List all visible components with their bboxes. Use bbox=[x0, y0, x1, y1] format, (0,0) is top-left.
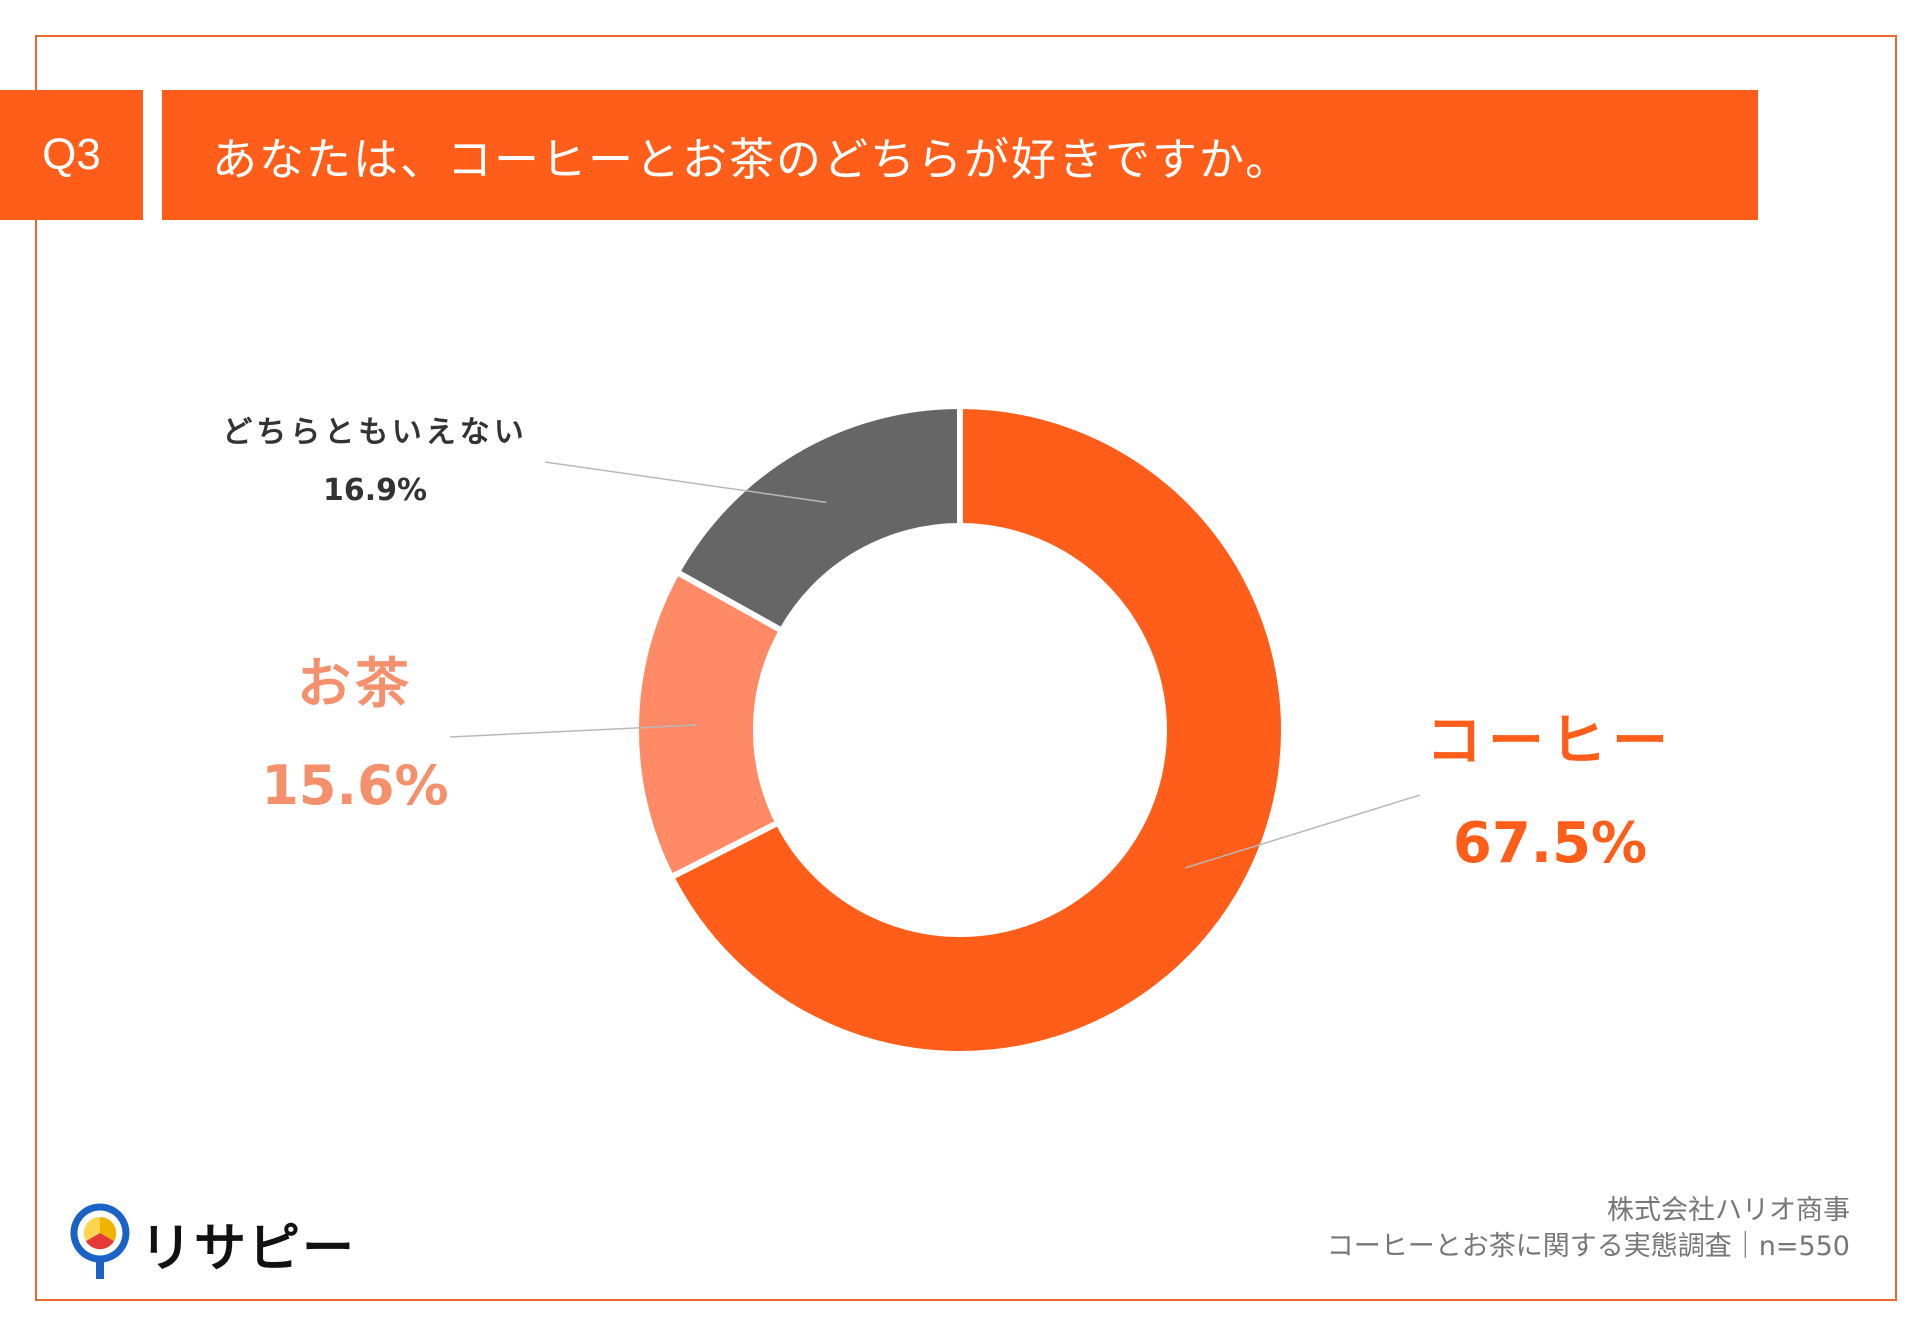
leader-line-tea bbox=[449, 724, 697, 738]
leader-line-neither bbox=[544, 461, 827, 504]
category-label-neither: どちらともいえない bbox=[222, 415, 527, 450]
category-label-tea: お茶 bbox=[297, 652, 413, 715]
category-label-coffee: コーヒー bbox=[1426, 709, 1674, 774]
question-id-badge: Q3 bbox=[0, 90, 143, 220]
donut-slices bbox=[633, 402, 1287, 1057]
leader-lines bbox=[449, 461, 1421, 869]
leader-line-coffee bbox=[1184, 794, 1421, 869]
brand-logo: リサピー bbox=[70, 1203, 356, 1283]
question-title: あなたは、コーヒーとお茶のどちらが好きですか。 bbox=[162, 90, 1758, 220]
value-label-neither: 16.9% bbox=[323, 473, 427, 508]
chart-frame bbox=[35, 35, 1897, 1301]
pin-logo-icon bbox=[70, 1203, 130, 1279]
source-company: 株式会社ハリオ商事 bbox=[1607, 1195, 1850, 1226]
slice-neither bbox=[672, 402, 963, 635]
slice-coffee bbox=[667, 402, 1287, 1057]
slice-tea bbox=[633, 568, 786, 882]
source-note: 株式会社ハリオ商事 コーヒーとお茶に関する実態調査｜n=550 bbox=[1327, 1193, 1850, 1265]
value-label-tea: 15.6% bbox=[261, 754, 448, 817]
logo-text: リサピー bbox=[140, 1218, 357, 1279]
value-label-coffee: 67.5% bbox=[1453, 811, 1647, 876]
source-survey: コーヒーとお茶に関する実態調査｜n=550 bbox=[1326, 1231, 1850, 1262]
